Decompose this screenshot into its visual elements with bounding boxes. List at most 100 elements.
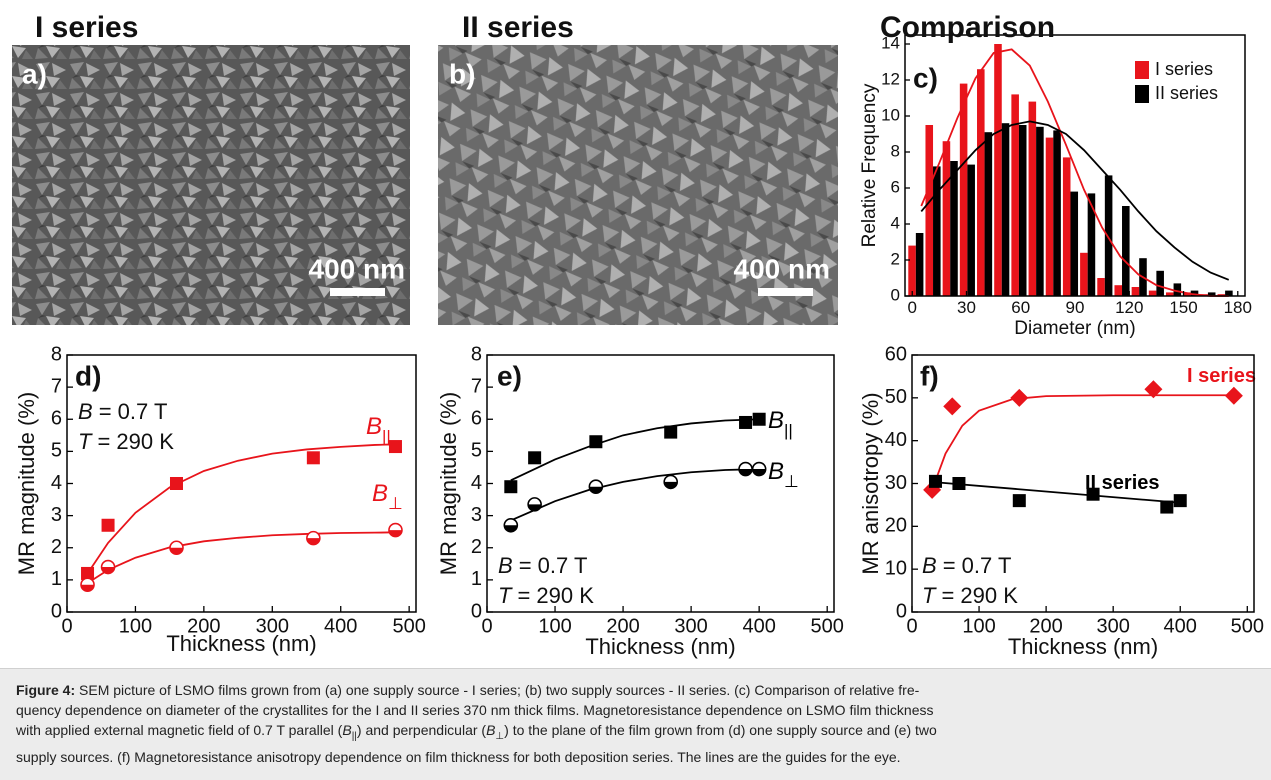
series-subscript: || xyxy=(382,427,391,446)
annotation-text: = 290 K xyxy=(97,429,174,454)
panel-label: b) xyxy=(449,58,475,89)
caption-symbol: B xyxy=(486,722,496,738)
x-tick-label: 0 xyxy=(907,298,916,317)
marker-fill xyxy=(739,469,753,476)
marker-fill xyxy=(169,547,183,555)
marker-square xyxy=(169,477,183,490)
marker-half-circle xyxy=(503,517,519,533)
bar xyxy=(1166,292,1174,296)
y-tick-label: 10 xyxy=(881,105,900,124)
x-tick-label: 0 xyxy=(481,615,492,637)
caption: Figure 4: SEM picture of LSMO films grow… xyxy=(0,668,1271,780)
heading: Comparison xyxy=(880,11,1055,44)
marker-square xyxy=(752,412,766,426)
x-tick-label: 100 xyxy=(538,615,571,637)
series-label: B|| xyxy=(366,413,391,446)
bar xyxy=(1062,157,1071,296)
legend-swatch xyxy=(1135,61,1149,79)
annotation-text: = 0.7 T xyxy=(943,553,1012,578)
y-tick-label: 3 xyxy=(51,504,62,526)
x-tick-label: 300 xyxy=(674,615,707,637)
marker-square xyxy=(81,566,95,580)
marker-square xyxy=(504,480,518,494)
x-tick-label: 120 xyxy=(1115,298,1143,317)
series-name: II series xyxy=(1085,472,1160,494)
marker-square xyxy=(589,435,603,449)
bar xyxy=(925,125,934,296)
x-tick-label: 180 xyxy=(1224,298,1252,317)
marker-diamond xyxy=(1224,386,1243,405)
annotation-symbol: B xyxy=(922,553,937,578)
annotation-text: = 0.7 T xyxy=(99,399,168,424)
caption-line: supply sources. (f) Magnetoresistance an… xyxy=(16,747,1255,767)
bar xyxy=(1225,290,1233,296)
x-axis-label: Thickness (nm) xyxy=(166,631,316,656)
marker-half-circle xyxy=(100,559,116,575)
y-tick-label: 6 xyxy=(51,408,62,430)
x-tick-label: 0 xyxy=(61,615,72,637)
y-tick-label: 30 xyxy=(885,472,907,494)
fit-line xyxy=(931,394,1234,491)
scale-bar xyxy=(758,288,813,296)
x-tick-label: 500 xyxy=(1231,615,1264,637)
series-name: B xyxy=(768,407,784,434)
fit-line xyxy=(510,418,760,482)
caption-line: quency dependence on diameter of the cry… xyxy=(16,700,1255,720)
caption-symbol: B xyxy=(342,722,352,738)
series-subscript: ⊥ xyxy=(784,472,799,491)
annotation-symbol: T xyxy=(78,429,93,454)
marker-fill xyxy=(306,538,320,545)
marker-fill xyxy=(81,584,95,592)
y-tick-label: 8 xyxy=(891,141,900,160)
series-label: B|| xyxy=(768,407,793,440)
marker-fill xyxy=(101,567,115,574)
marker-fill xyxy=(752,469,766,476)
annotation: T = 290 K xyxy=(498,583,594,608)
bar xyxy=(1122,206,1130,296)
bar xyxy=(1028,101,1037,296)
x-tick-label: 400 xyxy=(324,615,357,637)
annotation-text: = 290 K xyxy=(941,583,1018,608)
marker-square xyxy=(664,425,678,439)
bar xyxy=(1183,292,1191,296)
plot-frame xyxy=(66,354,417,613)
y-tick-label: 7 xyxy=(51,375,62,397)
caption-subscript: || xyxy=(351,730,357,742)
panel-label: a) xyxy=(22,58,47,89)
marker-fill xyxy=(664,481,678,489)
y-tick-label: 2 xyxy=(891,249,900,268)
x-tick-label: 300 xyxy=(256,615,289,637)
x-tick-label: 500 xyxy=(811,615,844,637)
y-tick-label: 2 xyxy=(471,536,482,558)
marker-half-circle xyxy=(527,497,542,512)
caption-text: ) to the plane of the film grown from (d… xyxy=(504,722,937,738)
caption-subscript: ⊥ xyxy=(495,730,505,742)
bar xyxy=(994,44,1002,296)
panel-label: d) xyxy=(75,360,101,391)
x-axis-label: Thickness (nm) xyxy=(1008,634,1158,659)
series-name: B xyxy=(372,480,388,507)
bar xyxy=(1131,287,1140,296)
fit-line xyxy=(920,48,1229,297)
bar xyxy=(1104,175,1113,296)
series-label: B⊥ xyxy=(768,458,799,491)
x-tick-label: 500 xyxy=(392,615,425,637)
caption-text: with applied external magnetic field of … xyxy=(16,722,343,738)
marker-square xyxy=(1012,494,1026,508)
x-tick-label: 30 xyxy=(957,298,976,317)
marker-square xyxy=(1160,500,1174,514)
bar xyxy=(959,83,968,296)
y-tick-label: 5 xyxy=(51,440,62,462)
y-tick-label: 4 xyxy=(471,472,482,494)
y-tick-label: 10 xyxy=(885,557,907,579)
x-tick-label: 150 xyxy=(1169,298,1197,317)
y-tick-label: 14 xyxy=(881,33,900,52)
bar xyxy=(1011,94,1019,297)
bar xyxy=(1070,191,1079,296)
bar xyxy=(908,245,916,296)
series-subscript: ⊥ xyxy=(388,494,403,513)
legend-label: I series xyxy=(1155,59,1213,79)
marker-fill xyxy=(589,486,603,494)
marker-square xyxy=(388,440,402,454)
